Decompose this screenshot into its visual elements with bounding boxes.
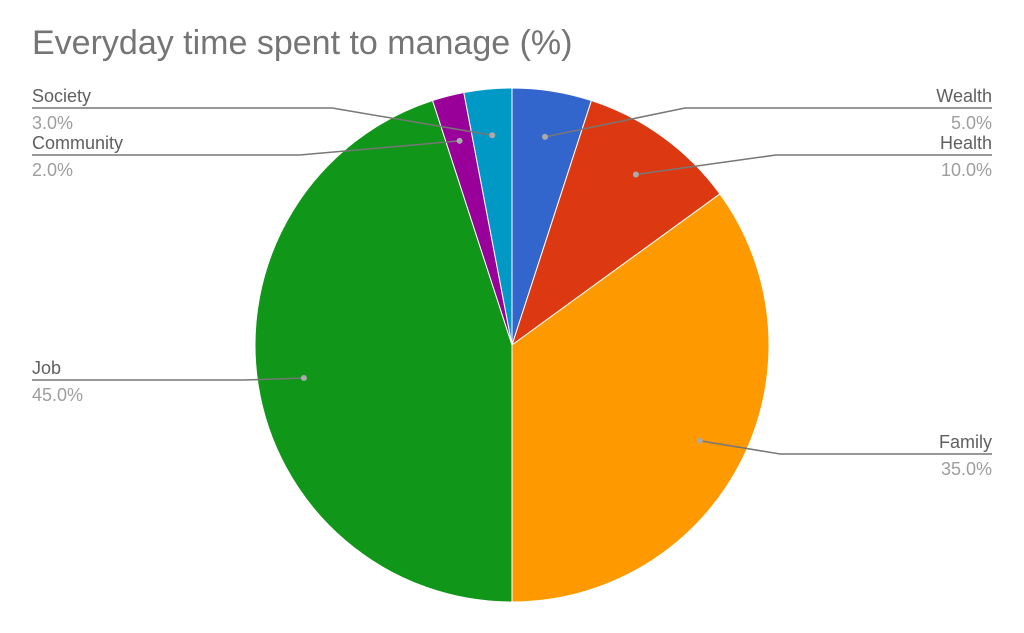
- pie-slice-health: [511, 99, 721, 347]
- leader-line-wealth: [544, 107, 992, 138]
- leader-line-society: [32, 107, 493, 136]
- slice-value-wealth: 5.0%: [951, 113, 992, 133]
- leader-dot-family: [696, 437, 703, 444]
- chart-title: Everyday time spent to manage (%): [32, 24, 573, 62]
- slice-label-job: Job: [32, 358, 61, 378]
- slice-value-health: 10.0%: [941, 160, 992, 180]
- slice-label-health: Health: [940, 133, 992, 153]
- slice-label-family: Family: [939, 432, 992, 452]
- slice-label-society: Society: [32, 86, 91, 106]
- slice-value-society: 3.0%: [32, 113, 73, 133]
- leader-line-community: [32, 140, 460, 156]
- leader-dot-society: [489, 132, 496, 139]
- leader-dot-community: [456, 137, 463, 144]
- slice-value-job: 45.0%: [32, 385, 83, 405]
- pie-slice-family: [511, 193, 770, 603]
- leader-line-health: [635, 154, 992, 176]
- leader-dot-wealth: [542, 133, 548, 140]
- slice-value-family: 35.0%: [941, 459, 992, 479]
- leader-line-family: [699, 439, 992, 455]
- leader-dot-health: [632, 171, 639, 178]
- pie-slice-society: [463, 87, 513, 346]
- slice-label-wealth: Wealth: [936, 86, 992, 106]
- slice-label-community: Community: [32, 133, 123, 153]
- leader-line-job: [32, 377, 304, 381]
- slice-value-community: 2.0%: [32, 160, 73, 180]
- leader-dot-job: [300, 375, 307, 381]
